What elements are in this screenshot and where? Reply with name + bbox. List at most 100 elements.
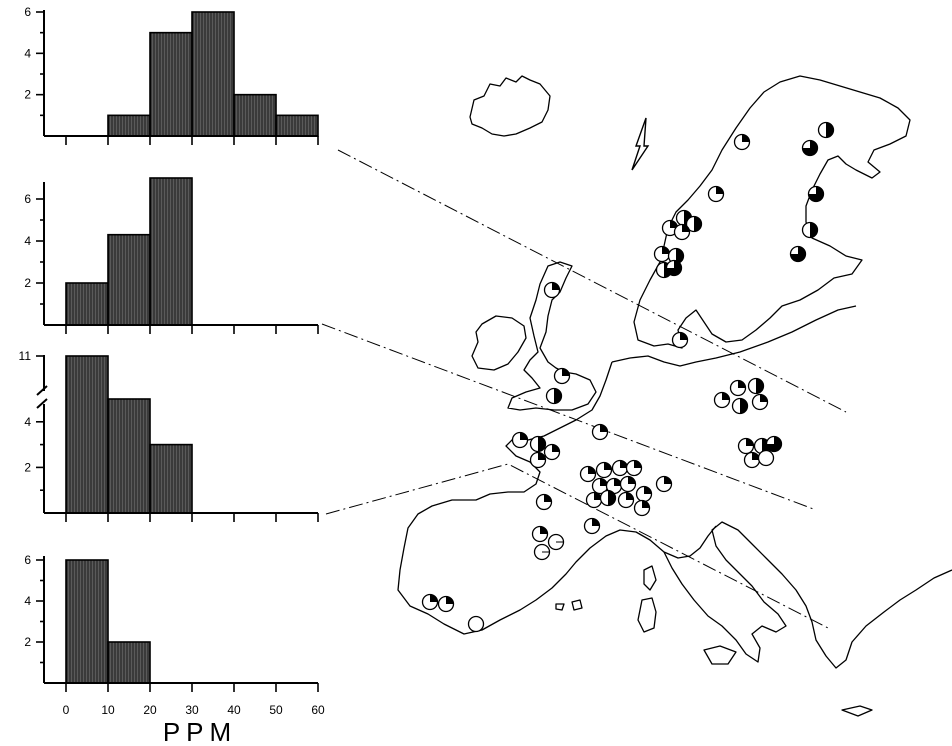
histogram-2-x-ticks: [65, 325, 319, 334]
site-marker: [585, 491, 603, 509]
site-marker: [807, 185, 825, 203]
site-marker: [547, 533, 565, 551]
histogram-2-bar-2: [107, 233, 151, 326]
europe-map: [321, 75, 952, 717]
crete-outline: [841, 705, 873, 717]
site-marker: [529, 451, 547, 469]
histograms: 2 4 6 2 4 6 2 4 11 2 4 6 0 10 20 30 40 50 60: [19, 5, 325, 746]
x-tick-label-20: 20: [143, 703, 157, 717]
histogram-4-bar-2: [107, 641, 151, 684]
site-marker: [583, 517, 601, 535]
site-marker: [713, 391, 731, 409]
site-marker: [591, 423, 609, 441]
histogram-4-bar-1: [65, 559, 109, 684]
sardinia-outline: [637, 597, 657, 633]
histogram-3-axis-break-mark-1: [36, 385, 48, 396]
x-tick-label-30: 30: [185, 703, 199, 717]
histogram-panel-3: 2 4 11: [19, 349, 319, 522]
histogram-1-bar-2: [107, 114, 151, 137]
site-marker: [545, 387, 563, 405]
site-marker: [635, 485, 653, 503]
site-marker: [751, 393, 769, 411]
histogram-4-y-ticks: 2 4 6: [24, 553, 44, 664]
histogram-3-y-tick-label-11: 11: [19, 349, 32, 363]
site-marker: [421, 593, 439, 611]
italy-balkans-coastline: [663, 521, 952, 669]
site-marker: [665, 259, 683, 277]
site-marker: [661, 219, 679, 237]
histogram-1-y-tick-label-6: 6: [24, 5, 31, 19]
site-marker: [531, 525, 549, 543]
x-tick-label-50: 50: [269, 703, 283, 717]
histogram-3-bar-3: [149, 443, 193, 514]
site-marker: [543, 443, 561, 461]
histogram-1-y-tick-label-4: 4: [24, 46, 31, 60]
site-marker: [599, 489, 617, 507]
site-marker: [543, 281, 561, 299]
site-marker: [743, 451, 761, 469]
scandinavia-coastline: [633, 75, 911, 349]
site-marker: [617, 491, 635, 509]
histogram-1-bars: [107, 11, 319, 137]
site-marker: [731, 397, 749, 415]
site-marker: [707, 185, 725, 203]
histogram-3-y-ticks: 2 4 11: [19, 349, 44, 492]
histogram-2-y-tick-label-4: 4: [24, 234, 31, 248]
histogram-3-bar-2: [107, 398, 151, 514]
site-marker: [511, 431, 529, 449]
x-tick-label-40: 40: [227, 703, 241, 717]
histogram-3-y-tick-label-4: 4: [24, 415, 31, 429]
histogram-2-bars: [65, 177, 193, 326]
x-axis-tick-labels: 0 10 20 30 40 50 60: [63, 703, 325, 717]
histogram-2-bar-1: [65, 282, 109, 326]
histogram-4-bars: [65, 559, 151, 684]
sample-sites: [421, 121, 835, 633]
site-marker: [729, 379, 747, 397]
histogram-2-bar-3: [149, 177, 193, 326]
site-marker: [655, 475, 673, 493]
histogram-1-y-ticks: 2 4 6: [24, 5, 44, 117]
histogram-4-y-tick-label-4: 4: [24, 594, 31, 608]
site-marker: [765, 435, 783, 453]
site-marker: [653, 245, 671, 263]
histogram-3-bar-1: [65, 355, 109, 514]
histogram-4-x-ticks: [65, 683, 319, 692]
x-axis-unit-label: PPM: [163, 717, 237, 746]
histogram-4-y-tick-label-6: 6: [24, 553, 31, 567]
histogram-1-bar-4: [191, 11, 235, 137]
histogram-3-x-ticks: [65, 513, 319, 522]
balearic-island-outline: [571, 599, 583, 611]
histogram-1-bar-6: [275, 114, 319, 137]
site-marker: [733, 133, 751, 151]
site-marker: [801, 139, 819, 157]
histogram-3-bars: [65, 355, 193, 514]
histogram-2-y-tick-label-2: 2: [24, 276, 31, 290]
site-marker: [535, 493, 553, 511]
site-marker: [671, 331, 689, 349]
site-marker: [611, 459, 629, 477]
histogram-1-y-tick-label-2: 2: [24, 88, 31, 102]
site-marker: [757, 449, 775, 467]
histogram-1-bar-5: [233, 93, 277, 137]
histogram-4-y-tick-label-2: 2: [24, 635, 31, 649]
site-marker: [625, 459, 643, 477]
histogram-panel-1: 2 4 6: [24, 5, 319, 145]
histogram-2-y-tick-label-6: 6: [24, 192, 31, 206]
histogram-1-x-ticks: [65, 136, 319, 145]
site-marker: [529, 435, 547, 453]
histogram-3-y-tick-label-2: 2: [24, 460, 31, 474]
site-marker: [467, 615, 485, 633]
sicily-outline: [703, 645, 737, 665]
site-marker: [737, 437, 755, 455]
x-tick-label-10: 10: [101, 703, 115, 717]
x-tick-label-60: 60: [311, 703, 325, 717]
site-marker: [685, 215, 703, 233]
histogram-panel-4: 2 4 6: [24, 553, 319, 692]
site-marker: [817, 121, 835, 139]
baltic-coastline: [611, 305, 857, 367]
site-marker: [747, 377, 765, 395]
zone-divider-2: [321, 323, 817, 511]
histogram-3-axis-break-mark-2: [36, 398, 48, 409]
zone-divider-1: [337, 149, 847, 413]
site-marker: [533, 543, 551, 561]
